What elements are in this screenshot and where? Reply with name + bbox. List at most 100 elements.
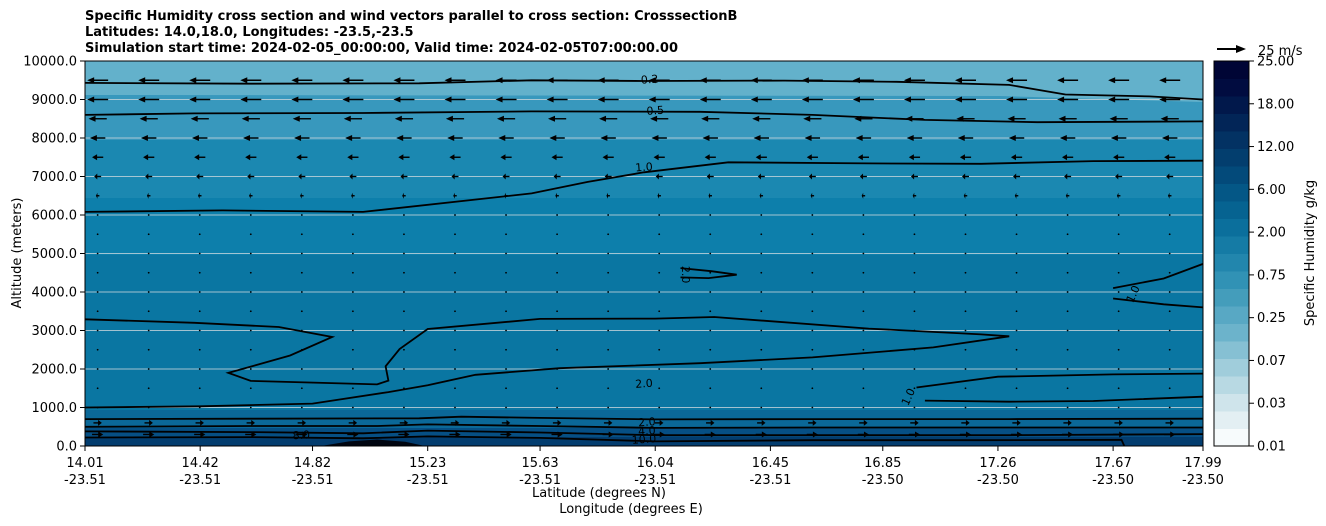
contour-2-0 [680,267,737,280]
wind-vector [551,154,563,161]
colorbar-segment [1214,148,1249,167]
wind-vector [862,233,865,236]
wind-vector [505,406,507,409]
wind-vector [964,233,967,236]
wind-vector [143,154,155,161]
wind-vector [655,173,663,180]
wind-vector [192,135,208,141]
wind-vector [351,252,354,255]
wind-vector [445,115,465,122]
wind-vector [495,96,517,103]
wind-vector [801,77,823,84]
wind-vector [913,406,916,409]
wind-vector [709,291,712,293]
wind-vector [1061,431,1074,438]
wind-vector [857,154,869,161]
wind-vector [811,310,814,313]
wind-vector [811,291,814,293]
x-axis-label-lon: Longitude (degrees E) [559,502,703,517]
wind-vector [147,214,150,216]
wind-vector [496,115,516,122]
wind-vector [1007,115,1026,122]
wind-vector [351,387,354,390]
wind-vector [760,329,763,332]
wind-vector [351,310,354,313]
wind-vector [351,406,354,409]
wind-vector [546,77,568,84]
wind-vector [551,431,563,438]
wind-vector [959,431,972,438]
colorbar-segment [1214,166,1249,184]
colorbar-tick-label: 18.00 [1257,97,1294,112]
wind-vector [811,406,814,409]
wind-vector [648,96,670,103]
wind-vector [505,387,507,390]
y-tick-label: 8000.0 [32,132,78,147]
wind-vector [1166,173,1174,180]
wind-vector [658,214,661,216]
wind-vector [398,431,410,438]
contour-label: 1.0 [635,160,653,174]
wind-vector [752,115,771,122]
wind-vector [291,96,313,103]
wind-vector [195,419,204,426]
wind-vector [1168,271,1171,274]
wind-vector [447,135,463,141]
wind-vector [1066,387,1069,390]
wind-vector [857,431,869,438]
wind-vector [403,310,405,313]
wind-vector [454,329,456,332]
wind-vector [913,310,916,313]
wind-vector [345,135,361,141]
wind-vector [1006,77,1028,84]
wind-vector [292,115,311,122]
wind-vector [502,173,510,180]
wind-vector [708,192,712,199]
x-tick-label-lat: 15.23 [409,456,446,471]
wind-vector [556,348,558,351]
wind-vector [810,192,815,199]
wind-vector [964,329,967,332]
wind-vector [555,192,559,199]
contour-label: 2.0 [679,266,692,284]
wind-vector [145,173,153,180]
wind-vector [913,252,916,255]
wind-vector [1066,291,1069,293]
wind-vector [964,252,967,255]
colorbar-tick-label: 12.00 [1257,140,1294,155]
wind-vector [862,252,865,255]
y-axis: 0.0 1000.0 2000.0 3000.0 4000.0 5000.0 6000.0 7… [23,55,85,455]
wind-vector [351,271,354,274]
wind-vector [247,173,255,180]
wind-vector [913,387,916,390]
wind-vector [1059,135,1076,141]
wind-vector [556,310,558,313]
wind-vector [403,271,405,274]
wind-vector [811,214,814,216]
wind-vector [706,173,714,180]
colorbar-segment [1214,96,1249,114]
wind-vector [403,233,405,236]
wind-vector [249,368,252,370]
colorbar-segment [1214,236,1249,254]
wind-vector [96,271,99,274]
wind-vector [556,252,558,255]
x-tick-label-lat: 16.04 [637,456,674,471]
wind-vector [246,419,255,426]
wind-vector [342,96,364,103]
x-tick-label-lat: 15.63 [521,456,558,471]
band-surface-max [321,439,425,446]
contour-4-0 [85,423,1203,429]
wind-vector [607,214,610,216]
wind-vector [651,135,667,141]
wind-vector [249,348,252,351]
wind-vector [1010,154,1023,161]
colorbar: 0.01 0.03 0.07 0.25 0.75 2.00 6.00 12.00 18.00 25… [1213,55,1294,455]
colorbar-tick-label: 0.75 [1257,268,1286,283]
wind-vector [954,77,976,84]
wind-vector [1117,406,1120,409]
wind-vector [704,431,716,438]
x-tick-label-lon: -23.51 [634,473,676,488]
wind-vector [1167,192,1172,199]
wind-vector [198,348,201,351]
